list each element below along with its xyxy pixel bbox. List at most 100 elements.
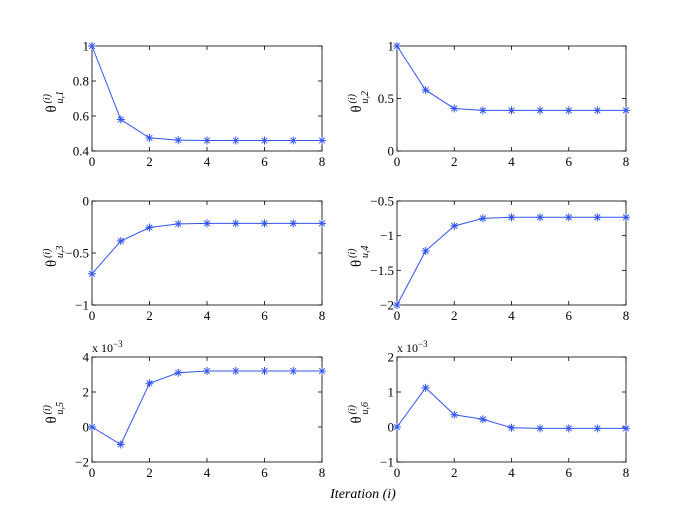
data-point (203, 219, 211, 228)
y-tick-label: −2 (75, 455, 89, 470)
y-tick-label: 2 (388, 350, 395, 365)
y-tick-label: 2 (83, 385, 90, 400)
data-point (622, 106, 630, 115)
data-point (174, 136, 183, 145)
y-tick-label: −1 (75, 298, 89, 313)
x-tick-label: 4 (508, 308, 515, 323)
x-tick-label: 8 (319, 308, 326, 323)
y-tick-label: 0 (388, 420, 395, 435)
y-tick-label: −0.5 (370, 194, 394, 209)
x-tick-label: 2 (146, 308, 153, 323)
y-label-symbol: θ (44, 416, 60, 423)
data-point (421, 86, 430, 95)
data-point (421, 383, 430, 392)
subplot-3: 0 2 4 6 8 −1 −0.5 0 θ (i) u,3 (42, 194, 326, 323)
x-tick-label: 8 (623, 154, 630, 169)
y-tick-label: 0.6 (73, 109, 90, 124)
axes-box (396, 45, 627, 152)
y-label-superscript: (i) (347, 93, 358, 103)
y-tick-label: 0 (83, 420, 90, 435)
x-tick-label: 2 (451, 154, 458, 169)
data-point (174, 219, 183, 228)
x-tick-label: 0 (89, 154, 96, 169)
data-point (260, 219, 269, 228)
y-tick-label: 1 (388, 385, 395, 400)
y-axis-label: θ (i) u,2 (347, 91, 371, 113)
y-tick-label: −1 (380, 228, 394, 243)
data-point (203, 136, 211, 145)
y-label-superscript: (i) (42, 404, 53, 414)
y-exponent-power: −3 (113, 339, 123, 349)
y-tick-label: 0.8 (73, 74, 89, 89)
y-label-subscript: u,6 (360, 402, 371, 415)
data-point (231, 367, 240, 375)
x-tick-label: 6 (566, 154, 573, 169)
y-tick-label: 0.4 (73, 144, 90, 159)
data-point (88, 42, 96, 50)
data-point (622, 424, 630, 433)
data-point (145, 379, 154, 388)
y-label-superscript: (i) (347, 248, 358, 258)
y-label-subscript: u,2 (360, 91, 371, 104)
x-tick-label: 4 (508, 154, 515, 169)
data-point (393, 42, 401, 50)
x-tick-label: 0 (89, 465, 96, 480)
data-point (478, 106, 487, 115)
x-tick-label: 2 (451, 308, 458, 323)
data-point (116, 440, 125, 449)
data-point (203, 367, 211, 375)
y-label-symbol: θ (349, 260, 365, 267)
subplot-grid: 0 2 4 6 80.40.60.81θ(i) u,10 2 4 6 800.51θ(i) u,20… (42, 39, 630, 480)
data-point (289, 136, 298, 145)
y-label-symbol: θ (44, 260, 60, 267)
data-point (289, 219, 298, 228)
y-tick-label: 4 (83, 350, 90, 365)
data-point (450, 104, 459, 113)
y-label-symbol: θ (349, 105, 365, 112)
data-point (421, 246, 430, 255)
data-point (116, 115, 125, 124)
y-exponent-label: x 10−3 (397, 339, 428, 355)
x-tick-label: 6 (566, 308, 573, 323)
data-point (116, 237, 125, 246)
data-point (564, 106, 573, 115)
x-tick-label: 2 (146, 154, 153, 169)
x-tick-label: 6 (261, 154, 268, 169)
data-point (88, 423, 96, 431)
data-point (318, 136, 326, 145)
subplot-1: 0 2 4 6 8 0.4 0.6 0.8 1 θ (i) u,1 (42, 39, 326, 169)
data-point (231, 136, 240, 145)
y-tick-label: −0.5 (65, 246, 89, 261)
y-exponent-label: x 10−3 (92, 339, 123, 355)
data-point (260, 136, 269, 145)
x-tick-label: 0 (394, 154, 401, 169)
data-point (289, 367, 298, 375)
x-tick-label: 4 (204, 308, 211, 323)
x-tick-label: 8 (319, 154, 326, 169)
data-point (536, 213, 545, 222)
y-axis-label: θ (i) u,1 (42, 91, 66, 113)
subplot-2: 0 2 4 6 8 0 0.5 1 θ (i) u,2 (347, 39, 630, 169)
data-point (593, 106, 602, 115)
data-point (507, 423, 516, 432)
x-tick-label: 8 (623, 308, 630, 323)
x-tick-label: 8 (623, 465, 630, 480)
y-exponent-power: −3 (418, 339, 428, 349)
x-tick-label: 4 (204, 154, 211, 169)
y-tick-label: −1 (380, 455, 394, 470)
axes-box (91, 200, 323, 306)
data-point (260, 367, 269, 375)
data-point (174, 368, 183, 377)
y-tick-label: 1 (388, 39, 395, 54)
y-label-subscript: u,5 (55, 402, 66, 415)
data-point (478, 214, 487, 223)
x-tick-label: 4 (204, 465, 211, 480)
x-tick-label: 2 (146, 465, 153, 480)
y-axis-label: θ (i) u,4 (347, 246, 371, 268)
y-label-superscript: (i) (42, 248, 53, 258)
x-tick-label: 0 (394, 308, 401, 323)
data-point (564, 424, 573, 433)
